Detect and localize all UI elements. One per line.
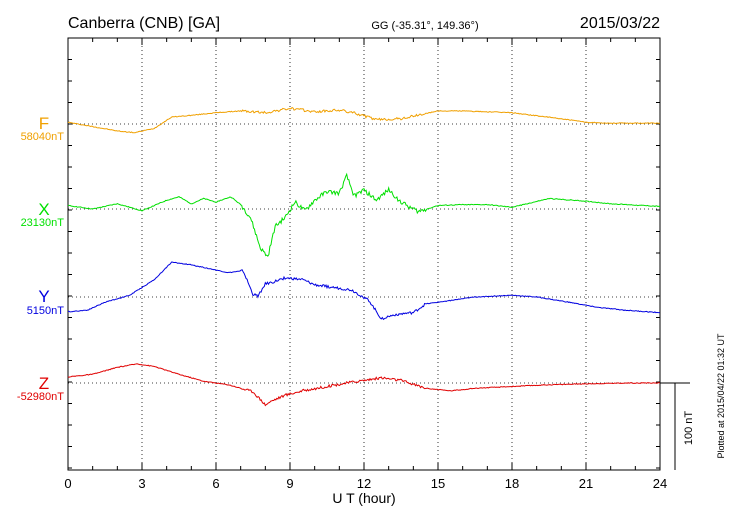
component-baseline-y: 5150nT (27, 305, 65, 317)
series-line-f (67, 106, 661, 134)
x-tick-label: 21 (579, 476, 593, 491)
axis-ticks: 0 3 6 9 12 15 18 21 24 (64, 38, 667, 491)
station-title: Canberra (CNB) [GA] (68, 15, 220, 32)
x-tick-label: 24 (653, 476, 667, 491)
x-tick-label: 15 (431, 476, 445, 491)
component-label-z: Z (39, 374, 49, 393)
x-tick-label: 6 (212, 476, 219, 491)
x-tick-label: 3 (138, 476, 145, 491)
scale-bar: 100 nT (660, 382, 695, 470)
series-line-y (67, 261, 661, 321)
plotted-timestamp: Plotted at 2015/04/22 01:32 UT (716, 333, 726, 459)
chart-date: 2015/03/22 (580, 15, 660, 32)
series-lines (67, 106, 661, 407)
x-tick-label: 18 (505, 476, 519, 491)
station-coordinates: GG (-35.31°, 149.36°) (371, 20, 478, 32)
x-tick-label: 12 (357, 476, 371, 491)
component-baseline-x: 23130nT (21, 217, 65, 229)
scale-bar-label: 100 nT (683, 411, 695, 446)
component-label-y: Y (38, 287, 49, 306)
gridlines (68, 38, 660, 470)
x-axis-title: U T (hour) (332, 490, 395, 506)
component-label-x: X (38, 200, 49, 219)
x-tick-label: 9 (286, 476, 293, 491)
component-baseline-z: -52980nT (17, 391, 64, 403)
component-baseline-f: 58040nT (21, 131, 65, 143)
series-line-z (67, 363, 661, 407)
x-tick-label: 0 (64, 476, 71, 491)
component-label-f: F (39, 114, 49, 133)
series-line-x (67, 172, 661, 257)
